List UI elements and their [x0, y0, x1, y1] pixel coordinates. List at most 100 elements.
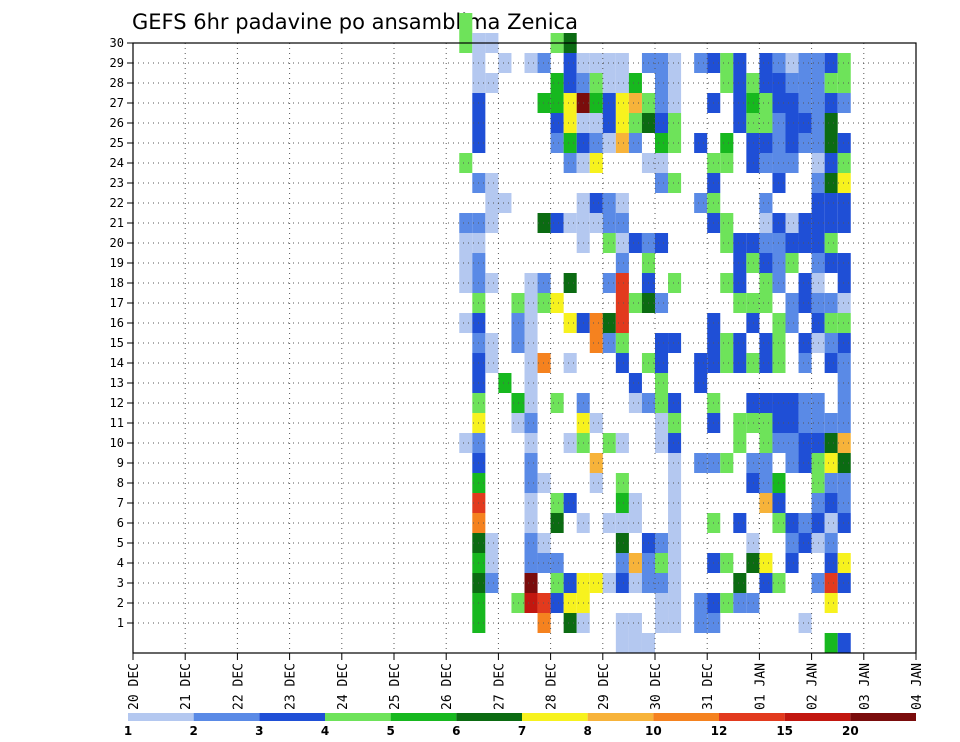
precip-cell	[615, 73, 629, 93]
precip-cell	[759, 573, 773, 593]
precip-cell	[837, 413, 851, 433]
precip-cell	[602, 333, 616, 353]
precip-cell	[798, 133, 812, 153]
precip-cell	[837, 193, 851, 213]
precip-cell	[485, 333, 499, 353]
precip-cell	[602, 213, 616, 233]
precip-cell	[615, 253, 629, 273]
y-tick-label: 6	[117, 516, 124, 530]
x-axis: 20 DEC 21 DEC 22 DEC 23 DEC 24 DEC 25 DEC 26 D…	[127, 653, 925, 710]
precip-cell	[668, 493, 682, 513]
precip-cell	[655, 613, 669, 633]
precip-cell	[746, 253, 760, 273]
precip-cell	[720, 153, 734, 173]
precip-cell	[563, 113, 577, 133]
precip-cell	[498, 53, 512, 73]
precip-cell	[615, 53, 629, 73]
precip-cell	[694, 353, 708, 373]
precip-cell	[602, 73, 616, 93]
chart-title: GEFS 6hr padavine po ansamblima Zenica	[132, 10, 578, 34]
precip-cell	[720, 73, 734, 93]
precip-cell	[602, 113, 616, 133]
precip-cell	[798, 113, 812, 133]
precip-cell	[524, 473, 538, 493]
precip-cell	[615, 613, 629, 633]
precip-cell	[655, 113, 669, 133]
y-tick-label: 22	[110, 196, 124, 210]
precip-cell	[459, 273, 473, 293]
precip-cell	[720, 133, 734, 153]
precip-cell	[628, 133, 642, 153]
precip-cell	[733, 333, 747, 353]
precip-cell	[602, 573, 616, 593]
precip-cell	[668, 173, 682, 193]
x-tick-label: 30 DEC	[649, 663, 664, 710]
precip-cell	[824, 133, 838, 153]
precip-cell	[837, 353, 851, 373]
precip-cell	[524, 433, 538, 453]
precip-cell	[733, 93, 747, 113]
colorbar-tick-label: 6	[452, 724, 460, 738]
precip-cell	[785, 553, 799, 573]
precip-cell	[459, 13, 473, 33]
precip-cell	[602, 513, 616, 533]
y-tick-label: 23	[110, 176, 124, 190]
precip-cell	[733, 113, 747, 133]
precip-cell	[485, 213, 499, 233]
precip-cell	[785, 313, 799, 333]
precip-cell	[563, 573, 577, 593]
precip-cell	[589, 313, 603, 333]
precip-cell	[615, 353, 629, 373]
precip-cell	[785, 53, 799, 73]
precip-cell	[824, 413, 838, 433]
precip-cell	[824, 293, 838, 313]
precip-cell	[720, 553, 734, 573]
precip-cell	[655, 413, 669, 433]
precip-cell	[524, 393, 538, 413]
precip-cell	[615, 233, 629, 253]
precip-cell	[837, 73, 851, 93]
precip-cell	[837, 633, 851, 653]
precip-cell	[785, 433, 799, 453]
precip-cell	[485, 193, 499, 213]
precip-cell	[837, 213, 851, 233]
precip-cell	[641, 633, 655, 653]
precip-cell	[759, 193, 773, 213]
precip-cell	[615, 513, 629, 533]
precip-cell	[733, 233, 747, 253]
y-tick-label: 26	[110, 116, 124, 130]
precip-cell	[524, 413, 538, 433]
x-tick-label: 26 DEC	[440, 663, 455, 710]
precip-cell	[798, 213, 812, 233]
precip-cell	[459, 213, 473, 233]
colorbar-tick-label: 4	[321, 724, 329, 738]
precip-cell	[798, 353, 812, 373]
precip-cell	[798, 73, 812, 93]
precip-cell	[694, 193, 708, 213]
precip-cell	[459, 313, 473, 333]
colorbar-swatch	[587, 713, 654, 721]
precip-cell	[537, 613, 551, 633]
precip-cell	[563, 133, 577, 153]
precip-cell	[524, 533, 538, 553]
precip-cell	[759, 213, 773, 233]
precip-cell	[628, 573, 642, 593]
precip-cell	[563, 53, 577, 73]
precip-cell	[837, 573, 851, 593]
precip-cell	[602, 433, 616, 453]
precip-cell	[720, 353, 734, 373]
precip-cell	[694, 373, 708, 393]
precip-cell	[798, 93, 812, 113]
precip-cell	[759, 393, 773, 413]
precip-cell	[733, 53, 747, 73]
precip-cell	[694, 53, 708, 73]
x-tick-label: 28 DEC	[545, 663, 560, 710]
precip-cell	[668, 553, 682, 573]
precip-cell	[485, 573, 499, 593]
precip-cell	[746, 553, 760, 573]
precip-cell	[746, 313, 760, 333]
precip-cell	[589, 193, 603, 213]
precip-cell	[824, 313, 838, 333]
precip-cell	[798, 53, 812, 73]
precip-cell	[615, 553, 629, 573]
